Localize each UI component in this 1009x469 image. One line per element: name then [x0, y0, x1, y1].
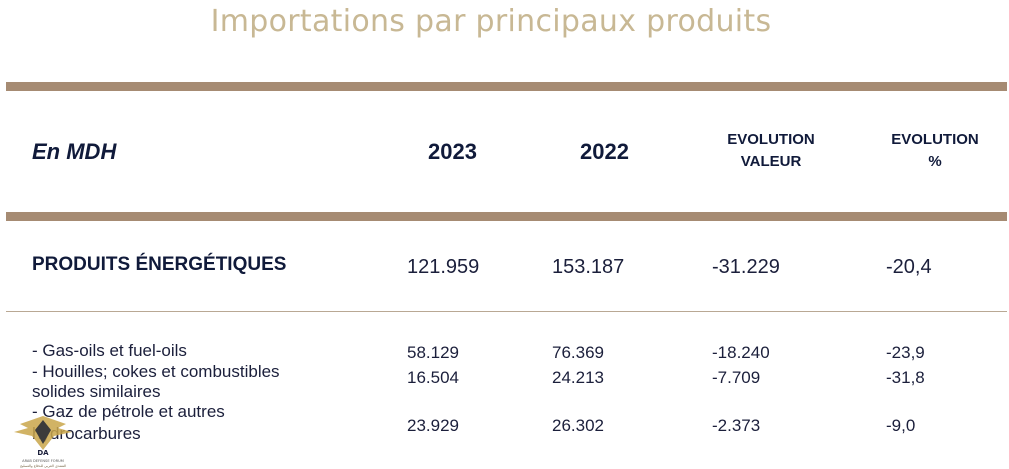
row-value-2023: 23.929 [407, 416, 459, 435]
column-header-2023: 2023 [428, 139, 477, 164]
column-header-2022: 2022 [580, 139, 629, 164]
category-value-2022: 153.187 [552, 256, 625, 278]
category-value-2023: 121.959 [407, 256, 480, 278]
row-evolution-percent: -23,9 [886, 343, 925, 362]
column-header-evolution-percent: EVOLUTION % [876, 129, 994, 173]
evolution-value-line2: VALEUR [740, 153, 802, 170]
row-label-gas-oils: - Gas-oils et fuel-oils [32, 341, 187, 360]
row-value-2022: 24.213 [552, 368, 604, 387]
category-evolution-percent: -20,4 [886, 256, 932, 278]
row-evolution-percent: -31,8 [886, 368, 925, 387]
row-evolution-value: -18.240 [712, 343, 770, 362]
evolution-value-line1: EVOLUTION [727, 131, 815, 148]
row-evolution-value: -7.709 [712, 368, 761, 387]
evolution-percent-line1: EVOLUTION [891, 131, 979, 148]
logo-text-line2: المنتدى العربي للدفاع والتسليح [20, 464, 66, 468]
top-divider-bar [6, 82, 1007, 91]
category-separator [6, 311, 1007, 312]
evolution-percent-line2: % [928, 153, 942, 170]
row-value-2022: 76.369 [552, 343, 604, 362]
row-evolution-value: -2.373 [712, 416, 761, 435]
header-divider-bar [6, 212, 1007, 221]
row-value-2023: 16.504 [407, 368, 459, 387]
unit-label: En MDH [32, 139, 117, 164]
row-evolution-percent: -9,0 [886, 416, 916, 435]
column-header-evolution-value: EVOLUTION VALEUR [712, 129, 830, 173]
shield-icon [35, 420, 51, 444]
logo-initials: DA [37, 449, 49, 457]
row-value-2022: 26.302 [552, 416, 604, 435]
watermark-logo: DA ARAB DEFENSE FORUM المنتدى العربي للد… [14, 416, 72, 468]
row-value-2023: 58.129 [407, 343, 459, 362]
category-evolution-value: -31.229 [712, 256, 780, 278]
category-label: PRODUITS ÉNERGÉTIQUES [32, 254, 287, 275]
row-label-gaz-line1: - Gaz de pétrole et autres [32, 402, 225, 421]
row-label-houilles-line2: solides similaires [32, 382, 161, 401]
logo-text-line1: ARAB DEFENSE FORUM [22, 459, 64, 463]
row-label-houilles-line1: - Houilles; cokes et combustibles [32, 362, 280, 381]
page-title: Importations par principaux produits [210, 4, 772, 39]
